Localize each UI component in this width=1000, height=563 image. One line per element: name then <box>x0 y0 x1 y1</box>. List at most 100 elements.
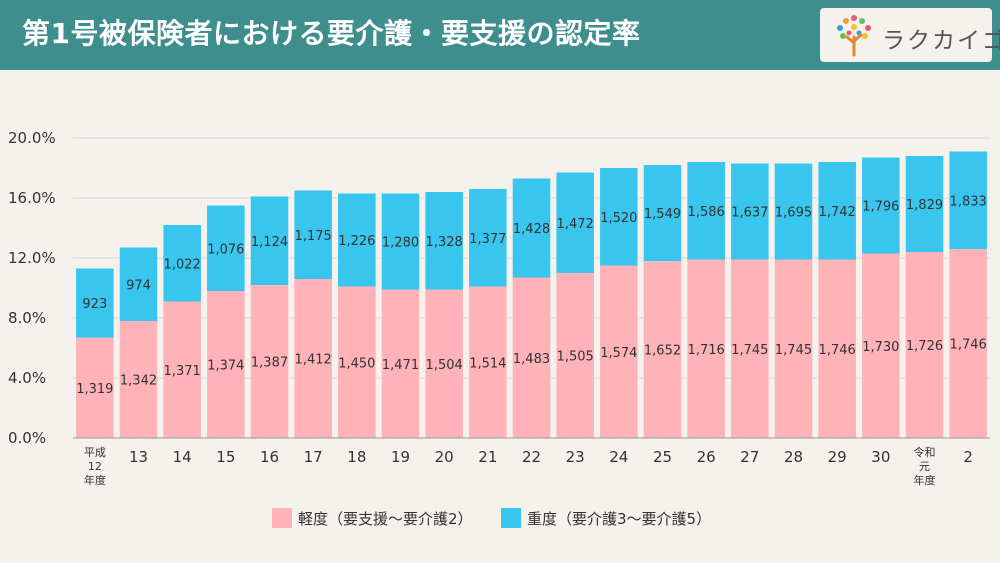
data-label-severe: 1,280 <box>382 236 419 251</box>
data-label-severe: 1,549 <box>644 207 681 222</box>
data-label-severe: 1,829 <box>906 198 943 213</box>
bar-mild <box>687 259 725 438</box>
bar-mild <box>643 261 682 438</box>
bar-severe <box>338 193 376 287</box>
y-tick-label: 20.0% <box>8 129 56 147</box>
bar-severe <box>250 196 289 285</box>
bar-mild <box>119 321 158 438</box>
bar-mild <box>512 277 551 438</box>
bar-mild <box>905 252 944 438</box>
x-tick-line: 平成 <box>84 446 106 459</box>
x-tick-label: 18 <box>347 448 366 466</box>
legend-label-mild: 軽度（要支援〜要介護2） <box>298 510 473 528</box>
x-tick-label: 13 <box>129 448 148 466</box>
data-label-severe: 1,377 <box>469 232 506 247</box>
x-tick-label: 20 <box>435 448 454 466</box>
legend: 軽度（要支援〜要介護2） 重度（要介護3〜要介護5） <box>0 506 1000 530</box>
x-tick-label: 26 <box>697 448 716 466</box>
data-label-severe: 1,175 <box>295 229 332 244</box>
tree-logo-icon <box>837 15 871 57</box>
y-tick-label: 0.0% <box>8 429 46 447</box>
y-tick-label: 12.0% <box>8 249 56 267</box>
data-label-severe: 1,428 <box>513 222 550 237</box>
data-label-severe: 1,022 <box>164 257 201 272</box>
data-label-mild: 1,504 <box>426 358 463 373</box>
y-tick-label: 16.0% <box>8 189 56 207</box>
bar-severe <box>512 178 551 278</box>
x-tick-line: 年度 <box>84 473 106 487</box>
x-tick-label: 22 <box>522 448 541 466</box>
x-tick-label: 24 <box>609 448 628 466</box>
data-label-severe: 1,328 <box>426 235 463 250</box>
x-tick-line: 20 <box>435 448 454 466</box>
data-label-severe: 974 <box>126 278 151 293</box>
x-tick-line: 16 <box>260 448 279 466</box>
x-tick-label: 16 <box>260 448 279 466</box>
bar-mild <box>556 273 594 438</box>
bar-severe <box>731 163 769 260</box>
bar-severe <box>600 168 638 266</box>
data-label-mild: 1,374 <box>207 359 244 374</box>
bar-severe <box>294 190 332 279</box>
x-tick-line: 19 <box>391 448 410 466</box>
data-label-severe: 1,586 <box>688 205 725 220</box>
bar-severe <box>119 247 158 321</box>
x-tick-label: 21 <box>478 448 497 466</box>
x-tick-label: 令和元年度 <box>914 445 936 487</box>
x-tick-line: 令和 <box>914 445 936 459</box>
data-label-mild: 1,746 <box>950 338 987 353</box>
bar-severe <box>774 163 813 260</box>
x-tick-line: 2 <box>963 448 973 466</box>
logo: ラクカイゴ <box>820 8 1000 62</box>
x-tick-line: 18 <box>347 448 366 466</box>
x-tick-label: 29 <box>828 448 847 466</box>
data-label-severe: 1,472 <box>557 217 594 232</box>
x-tick-line: 26 <box>697 448 716 466</box>
x-tick-label: 19 <box>391 448 410 466</box>
legend-label-severe: 重度（要介護3〜要介護5） <box>527 510 712 528</box>
x-tick-label: 25 <box>653 448 672 466</box>
stacked-bar-chart: 1,319 923 1,342 974 1,371 1,022 1,374 1,076 1,38… <box>8 129 990 487</box>
x-tick-line: 28 <box>784 448 803 466</box>
bar-mild <box>425 289 463 438</box>
data-label-severe: 1,076 <box>207 242 244 257</box>
bar-severe <box>905 156 944 252</box>
bar-mild <box>207 291 245 438</box>
data-label-mild: 1,574 <box>600 346 637 361</box>
data-label-severe: 1,833 <box>950 194 987 209</box>
x-tick-line: 27 <box>740 448 759 466</box>
data-label-mild: 1,730 <box>862 340 899 355</box>
page-title: 第1号被保険者における要介護・要支援の認定率 <box>22 17 641 50</box>
data-label-severe: 1,695 <box>775 206 812 221</box>
data-label-mild: 1,514 <box>469 356 506 371</box>
x-tick-line: 年度 <box>914 473 936 487</box>
data-label-mild: 1,483 <box>513 352 550 367</box>
x-tick-label: 30 <box>871 448 890 466</box>
bar-severe <box>643 165 682 261</box>
legend-swatch-severe <box>501 508 521 528</box>
x-tick-label: 23 <box>566 448 585 466</box>
bar-mild <box>731 259 769 438</box>
header-banner: 第1号被保険者における要介護・要支援の認定率 ラクカイゴ <box>0 0 1000 70</box>
data-label-severe: 1,637 <box>731 206 768 221</box>
y-tick-label: 4.0% <box>8 369 46 387</box>
bar-severe <box>76 268 114 338</box>
x-tick-label: 15 <box>216 448 235 466</box>
x-tick-line: 12 <box>88 460 102 473</box>
data-label-mild: 1,745 <box>775 343 812 358</box>
data-label-mild: 1,505 <box>557 350 594 365</box>
data-label-mild: 1,652 <box>644 344 681 359</box>
bar-severe <box>556 172 594 273</box>
x-tick-label: 14 <box>173 448 192 466</box>
bar-severe <box>862 157 900 254</box>
x-tick-line: 元 <box>919 460 930 473</box>
data-label-mild: 1,342 <box>120 374 157 389</box>
data-label-mild: 1,450 <box>338 356 375 371</box>
x-tick-line: 22 <box>522 448 541 466</box>
data-label-severe: 1,742 <box>819 205 856 220</box>
label-layer: 1,319 923 1,342 974 1,371 1,022 1,374 1,076 1,38… <box>76 194 987 397</box>
x-tick-line: 24 <box>609 448 628 466</box>
data-label-severe: 1,124 <box>251 235 288 250</box>
data-label-mild: 1,412 <box>295 353 332 368</box>
x-tick-label: 平成 12 年度 <box>84 446 106 487</box>
